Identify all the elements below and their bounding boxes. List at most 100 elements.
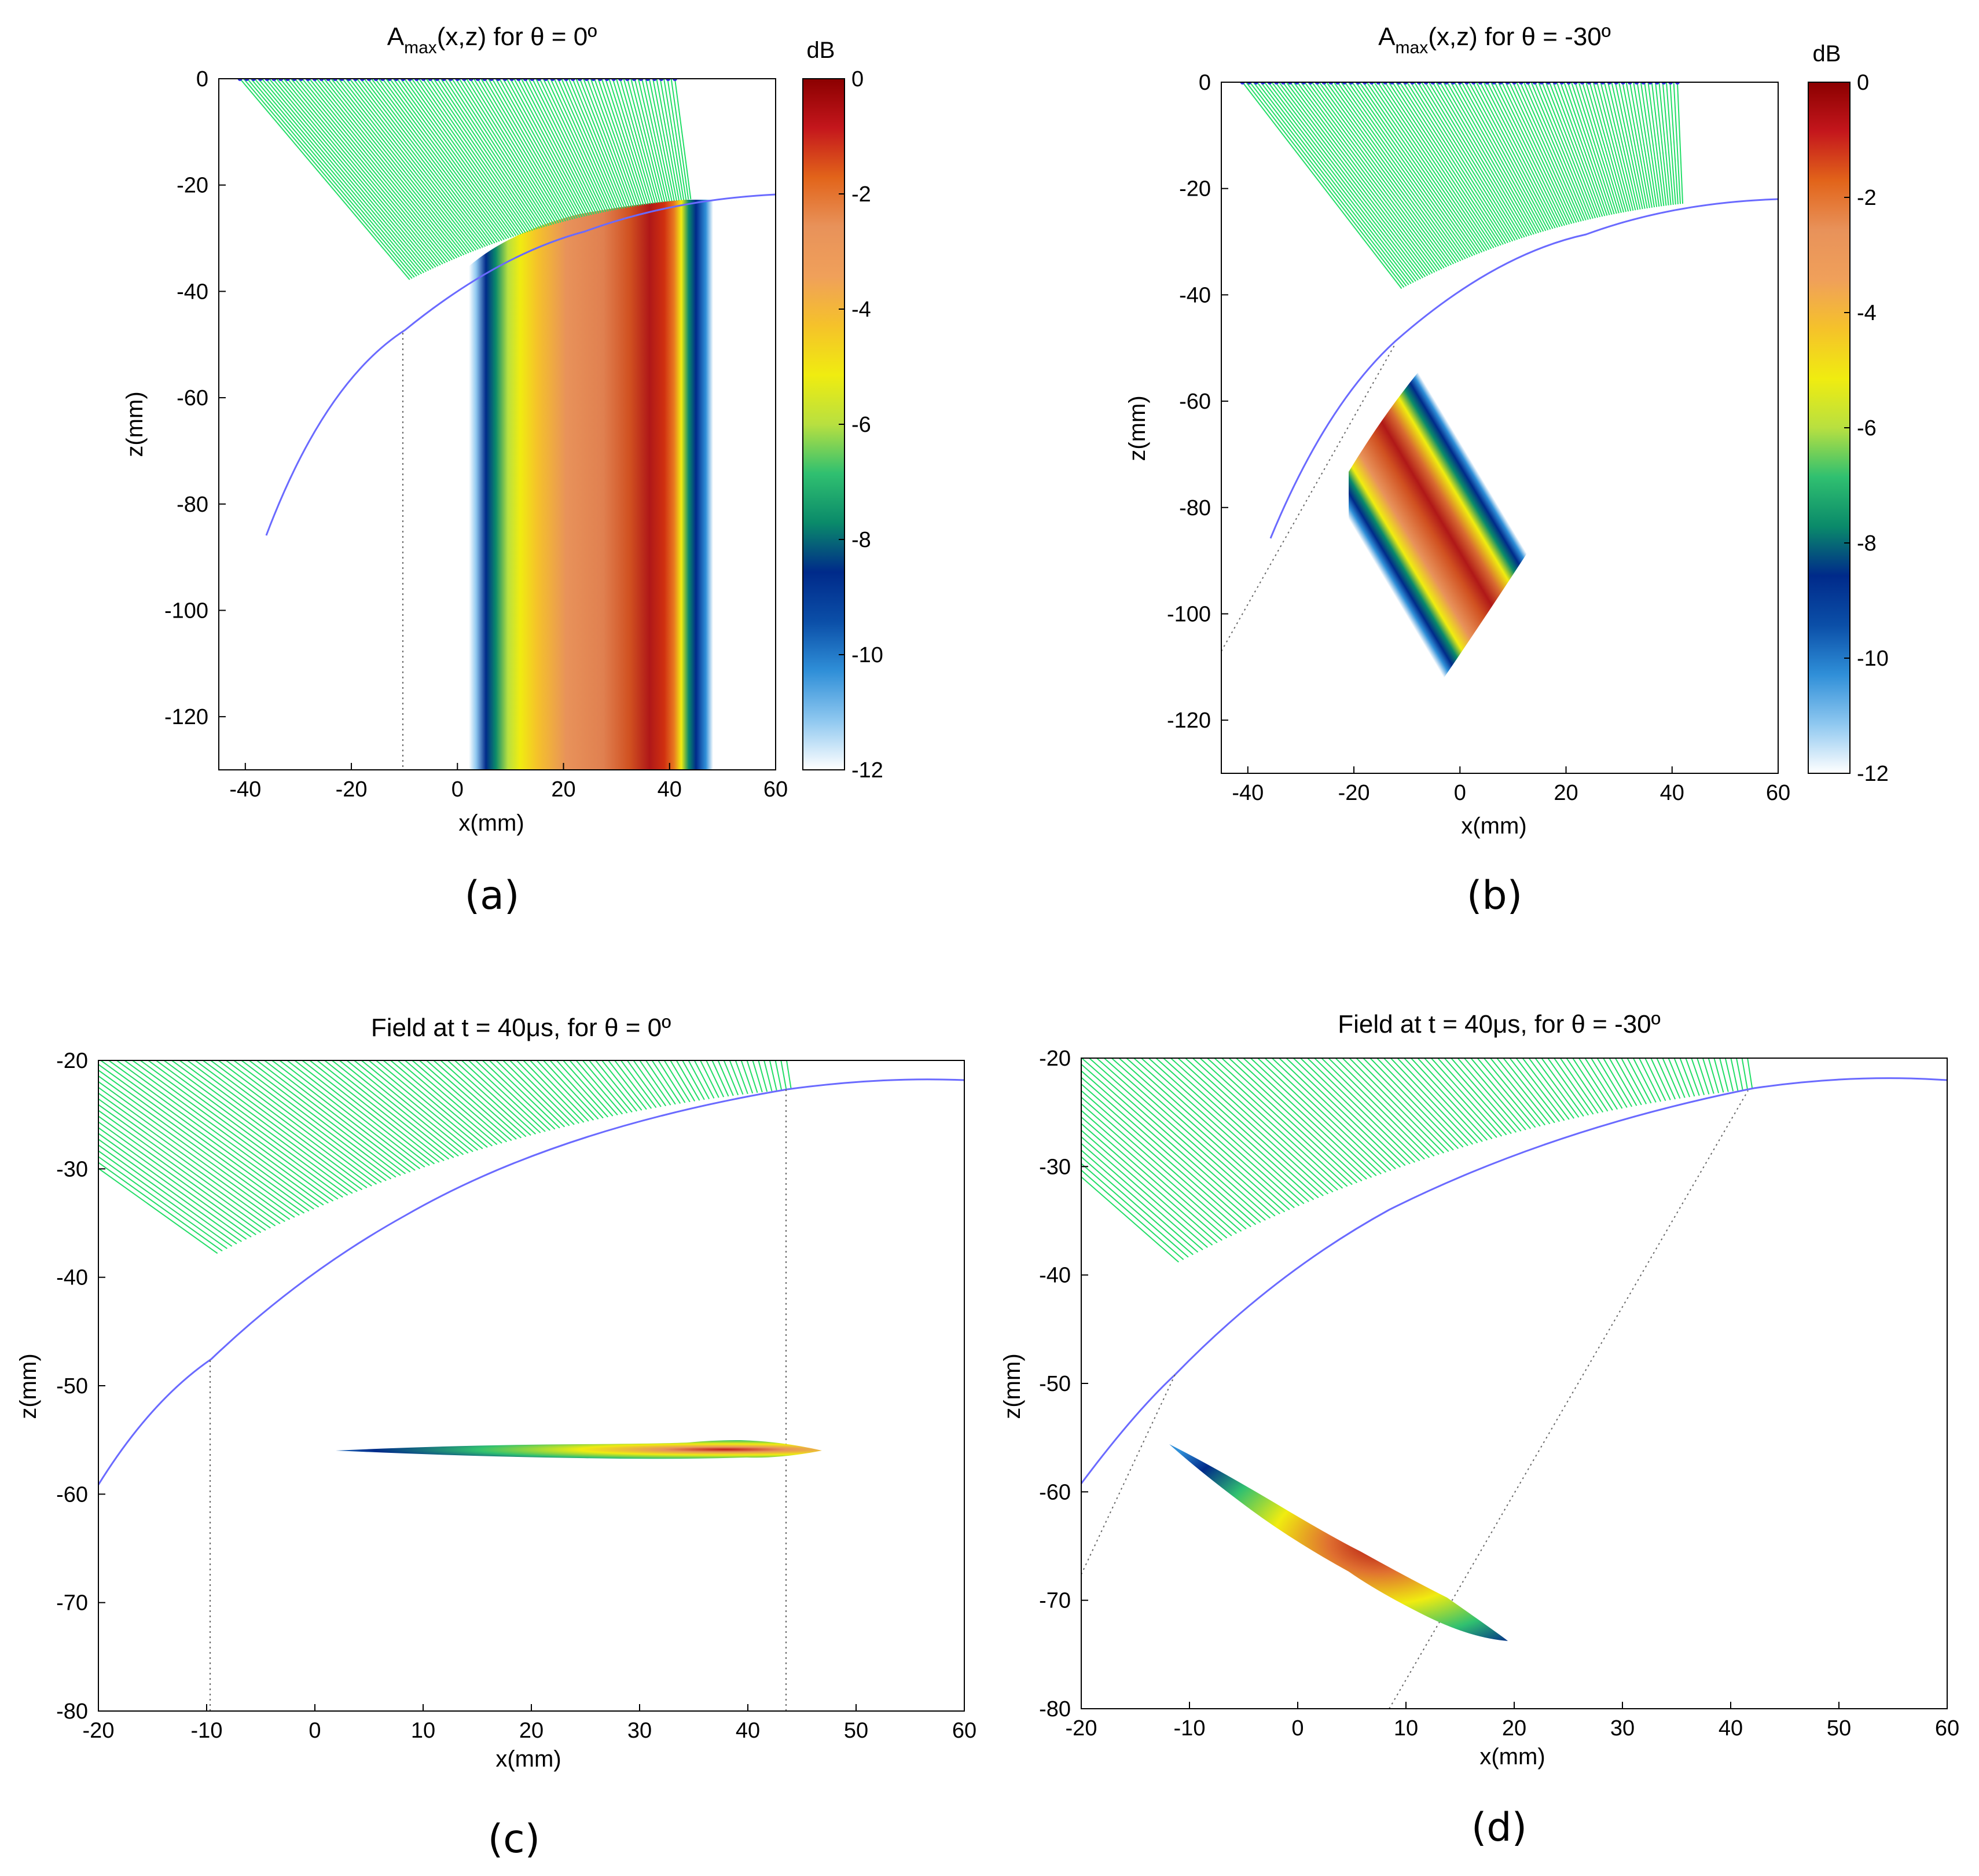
panel-b-boundary-line bbox=[1221, 344, 1396, 652]
panel-b-caption: (b) bbox=[1467, 873, 1522, 919]
ray bbox=[313, 79, 458, 259]
ray bbox=[1629, 82, 1653, 208]
ray bbox=[614, 1060, 652, 1109]
ray bbox=[1483, 1058, 1541, 1127]
ray bbox=[1242, 82, 1402, 289]
ray bbox=[1221, 1058, 1358, 1184]
ray bbox=[418, 79, 526, 233]
ray bbox=[590, 79, 637, 207]
ray bbox=[528, 79, 597, 214]
ray bbox=[1741, 1058, 1749, 1090]
ray bbox=[1470, 1058, 1532, 1129]
ray bbox=[1516, 82, 1580, 222]
ray bbox=[1380, 82, 1492, 249]
ray bbox=[1483, 82, 1558, 228]
ray bbox=[98, 1075, 295, 1218]
ray bbox=[1622, 82, 1648, 209]
ray bbox=[620, 1060, 657, 1108]
ray bbox=[641, 79, 670, 202]
y-tick-label: 0 bbox=[1199, 71, 1211, 95]
ray bbox=[658, 1060, 686, 1103]
ray bbox=[1581, 82, 1622, 213]
ray bbox=[1607, 82, 1639, 210]
x-tick-label: 50 bbox=[1827, 1716, 1851, 1741]
ray bbox=[131, 1060, 329, 1204]
ray bbox=[1257, 82, 1412, 284]
panel-c-rays bbox=[98, 1060, 792, 1254]
ray bbox=[1246, 82, 1405, 288]
ray bbox=[1081, 1176, 1179, 1263]
ray bbox=[1081, 1156, 1194, 1255]
ray bbox=[1457, 82, 1542, 233]
ray bbox=[1553, 1058, 1594, 1115]
ray bbox=[522, 1060, 585, 1123]
ray bbox=[98, 1162, 223, 1252]
colorbar-tick-label: -12 bbox=[1857, 762, 1889, 786]
ray bbox=[338, 79, 474, 252]
ray bbox=[1322, 82, 1455, 265]
ray bbox=[1096, 1058, 1276, 1217]
ray bbox=[1348, 1058, 1445, 1154]
ray bbox=[562, 1060, 614, 1117]
ray bbox=[1397, 1058, 1478, 1144]
ray bbox=[1271, 82, 1421, 280]
ray bbox=[1567, 82, 1613, 215]
colorbar-tick-label: -2 bbox=[851, 182, 871, 207]
colorbar-tick-label: -6 bbox=[1857, 416, 1877, 440]
ray bbox=[1592, 82, 1629, 212]
ray bbox=[1618, 82, 1646, 209]
ray bbox=[758, 1060, 768, 1092]
ray bbox=[1584, 1058, 1618, 1110]
ray bbox=[302, 79, 450, 262]
ray bbox=[432, 1060, 522, 1139]
panel-a-xlabel: x(mm) bbox=[458, 810, 524, 836]
ray bbox=[1374, 82, 1488, 251]
ray bbox=[345, 79, 479, 250]
x-tick-label: 40 bbox=[736, 1719, 760, 1743]
ray bbox=[1313, 1058, 1420, 1162]
ray bbox=[411, 79, 522, 235]
ray bbox=[422, 79, 528, 233]
panel-d-xlabel: x(mm) bbox=[1479, 1744, 1545, 1769]
colorbar-tick-label: -4 bbox=[851, 298, 871, 322]
ray bbox=[98, 1092, 281, 1224]
ray bbox=[579, 79, 630, 208]
ray bbox=[774, 1060, 783, 1091]
ray bbox=[1673, 82, 1681, 204]
ray bbox=[509, 1060, 575, 1125]
ray bbox=[1140, 1058, 1305, 1205]
x-tick-label: 0 bbox=[1291, 1716, 1304, 1741]
ray bbox=[1359, 82, 1478, 255]
ray bbox=[254, 79, 420, 276]
ray bbox=[1640, 82, 1660, 207]
ray bbox=[484, 79, 569, 221]
ray bbox=[1352, 82, 1473, 256]
ray bbox=[1494, 82, 1565, 226]
ray bbox=[1563, 82, 1610, 215]
colorbar-tick-label: -6 bbox=[851, 413, 871, 437]
ray bbox=[1170, 1058, 1324, 1196]
ray bbox=[1602, 1058, 1633, 1107]
ray bbox=[509, 79, 585, 217]
ray bbox=[256, 1060, 406, 1174]
ray bbox=[425, 1060, 517, 1140]
ray bbox=[1308, 82, 1445, 269]
ray bbox=[287, 79, 441, 266]
x-tick-label: 60 bbox=[763, 777, 788, 802]
ray bbox=[663, 1060, 691, 1103]
ray bbox=[1286, 82, 1431, 275]
y-tick-label: -100 bbox=[164, 599, 208, 623]
ray bbox=[115, 1060, 320, 1208]
ray bbox=[309, 79, 456, 259]
ray bbox=[1366, 82, 1483, 253]
ray bbox=[1713, 1058, 1724, 1093]
ray bbox=[645, 79, 673, 201]
ray bbox=[520, 79, 592, 215]
ray bbox=[1450, 82, 1537, 234]
panel-d-left-boundary bbox=[1081, 1374, 1176, 1575]
ray bbox=[482, 1060, 556, 1130]
ray bbox=[1475, 82, 1554, 229]
x-tick-label: 10 bbox=[1394, 1716, 1418, 1741]
ray bbox=[1724, 1058, 1734, 1092]
y-tick-label: -30 bbox=[56, 1157, 88, 1181]
